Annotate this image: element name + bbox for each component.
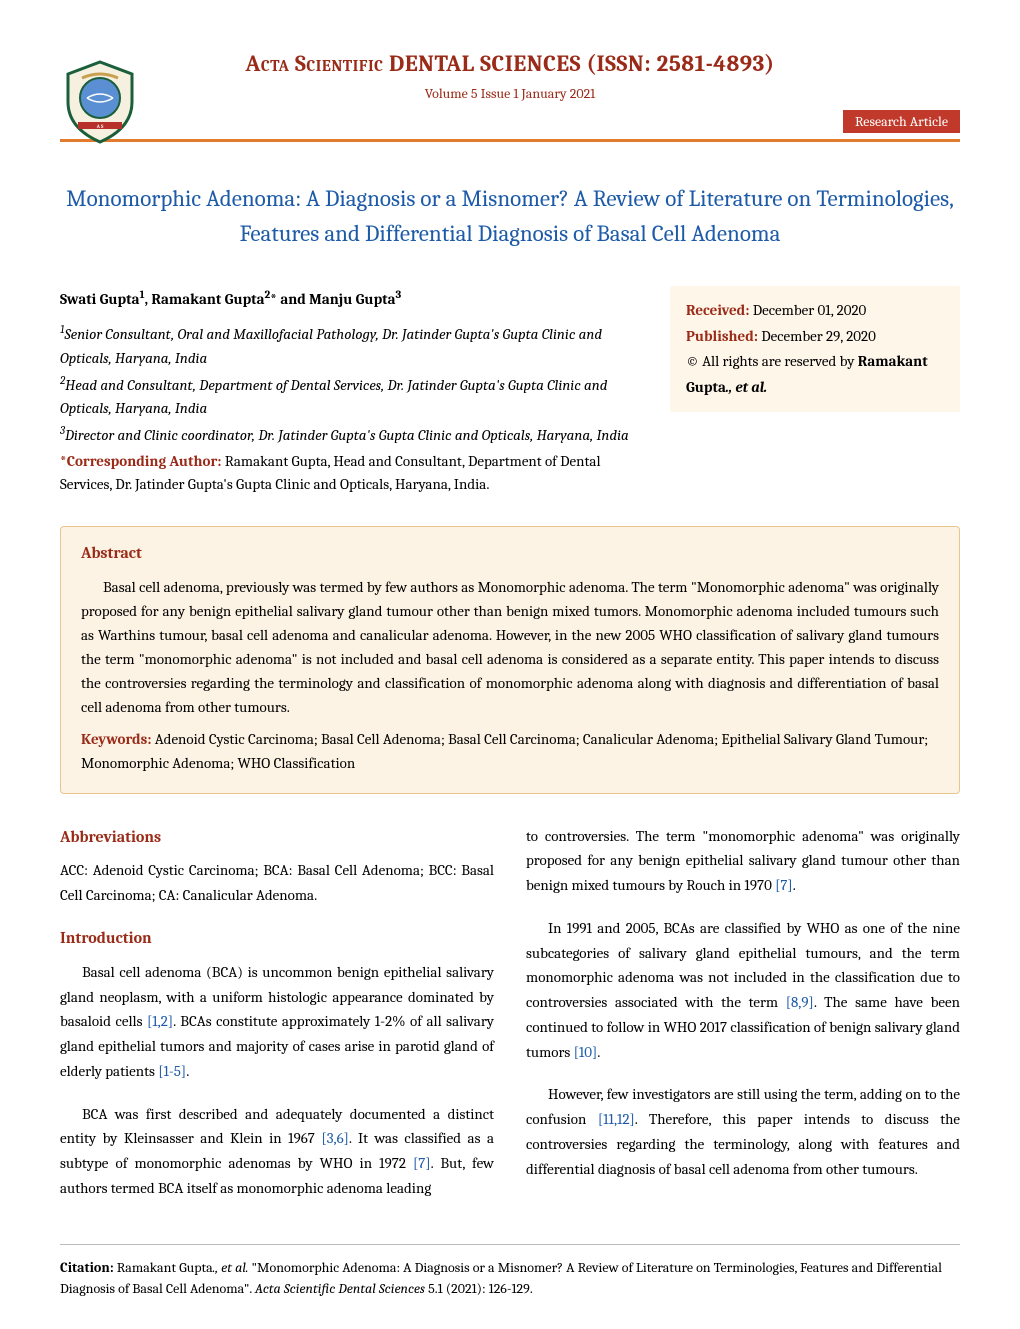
authors-line: Swati Gupta1, Ramakant Gupta2* and Manju… <box>60 286 640 311</box>
ref-link[interactable]: [7] <box>775 876 793 894</box>
intro-para-1: Basal cell adenoma (BCA) is uncommon ben… <box>60 960 494 1084</box>
meta-row: Swati Gupta1, Ramakant Gupta2* and Manju… <box>60 286 960 496</box>
intro-para-2: BCA was first described and adequately d… <box>60 1102 494 1201</box>
badge-row: Research Article <box>60 110 960 133</box>
journal-title: Acta Scientific DENTAL SCIENCES (ISSN: 2… <box>60 50 960 77</box>
abstract-heading: Abstract <box>81 541 939 567</box>
right-para-3: However, few investigators are still usi… <box>526 1082 960 1181</box>
corresponding-label: *Corresponding Author: <box>60 452 225 470</box>
received-date: December 01, 2020 <box>753 301 867 319</box>
header-divider <box>60 139 960 142</box>
citation-label: Citation: <box>60 1259 117 1276</box>
journal-logo: A S <box>60 60 140 145</box>
ref-link[interactable]: [1,2] <box>147 1012 173 1030</box>
ref-link[interactable]: [11,12] <box>598 1110 635 1128</box>
published-label: Published: <box>686 327 761 345</box>
ref-link[interactable]: [8,9] <box>786 993 814 1011</box>
publication-info-box: Received: December 01, 2020 Published: D… <box>670 286 960 412</box>
abstract-body: Basal cell adenoma, previously was terme… <box>81 575 939 719</box>
affiliation-line: 3Director and Clinic coordinator, Dr. Ja… <box>60 422 640 447</box>
abstract-box: Abstract Basal cell adenoma, previously … <box>60 526 960 794</box>
svg-text:A S: A S <box>96 124 104 130</box>
right-para-1: to controversies. The term "monomorphic … <box>526 824 960 898</box>
corresponding-author: *Corresponding Author: Ramakant Gupta, H… <box>60 450 640 497</box>
right-column: to controversies. The term "monomorphic … <box>526 824 960 1219</box>
received-label: Received: <box>686 301 753 319</box>
keywords-label: Keywords: <box>81 730 155 748</box>
keywords-line: Keywords: Adenoid Cystic Carcinoma; Basa… <box>81 727 939 775</box>
ref-link[interactable]: [10] <box>574 1043 598 1061</box>
body-columns: Abbreviations ACC: Adenoid Cystic Carcin… <box>60 824 960 1219</box>
ref-link[interactable]: [1-5] <box>158 1062 186 1080</box>
issue-line: Volume 5 Issue 1 January 2021 <box>60 85 960 102</box>
introduction-heading: Introduction <box>60 925 494 951</box>
published-date: December 29, 2020 <box>761 327 876 345</box>
citation-line: Citation: Ramakant Gupta., et al. "Monom… <box>60 1257 960 1299</box>
keywords-text: Adenoid Cystic Carcinoma; Basal Cell Ade… <box>81 730 928 772</box>
author-affiliation-block: Swati Gupta1, Ramakant Gupta2* and Manju… <box>60 286 640 496</box>
affiliation-line: 2Head and Consultant, Department of Dent… <box>60 372 640 421</box>
right-para-2: In 1991 and 2005, BCAs are classified by… <box>526 916 960 1065</box>
rights-line: © All rights are reserved by Ramakant Gu… <box>686 349 944 400</box>
footer-divider <box>60 1244 960 1245</box>
ref-link[interactable]: [3,6] <box>321 1129 349 1147</box>
affiliation-line: 1Senior Consultant, Oral and Maxillofaci… <box>60 321 640 370</box>
left-column: Abbreviations ACC: Adenoid Cystic Carcin… <box>60 824 494 1219</box>
page-header: A S Acta Scientific DENTAL SCIENCES (ISS… <box>60 50 960 142</box>
article-title: Monomorphic Adenoma: A Diagnosis or a Mi… <box>60 182 960 251</box>
abbreviations-heading: Abbreviations <box>60 824 494 850</box>
article-type-badge: Research Article <box>843 110 960 133</box>
ref-link[interactable]: [7] <box>413 1154 431 1172</box>
abbreviations-text: ACC: Adenoid Cystic Carcinoma; BCA: Basa… <box>60 858 494 908</box>
